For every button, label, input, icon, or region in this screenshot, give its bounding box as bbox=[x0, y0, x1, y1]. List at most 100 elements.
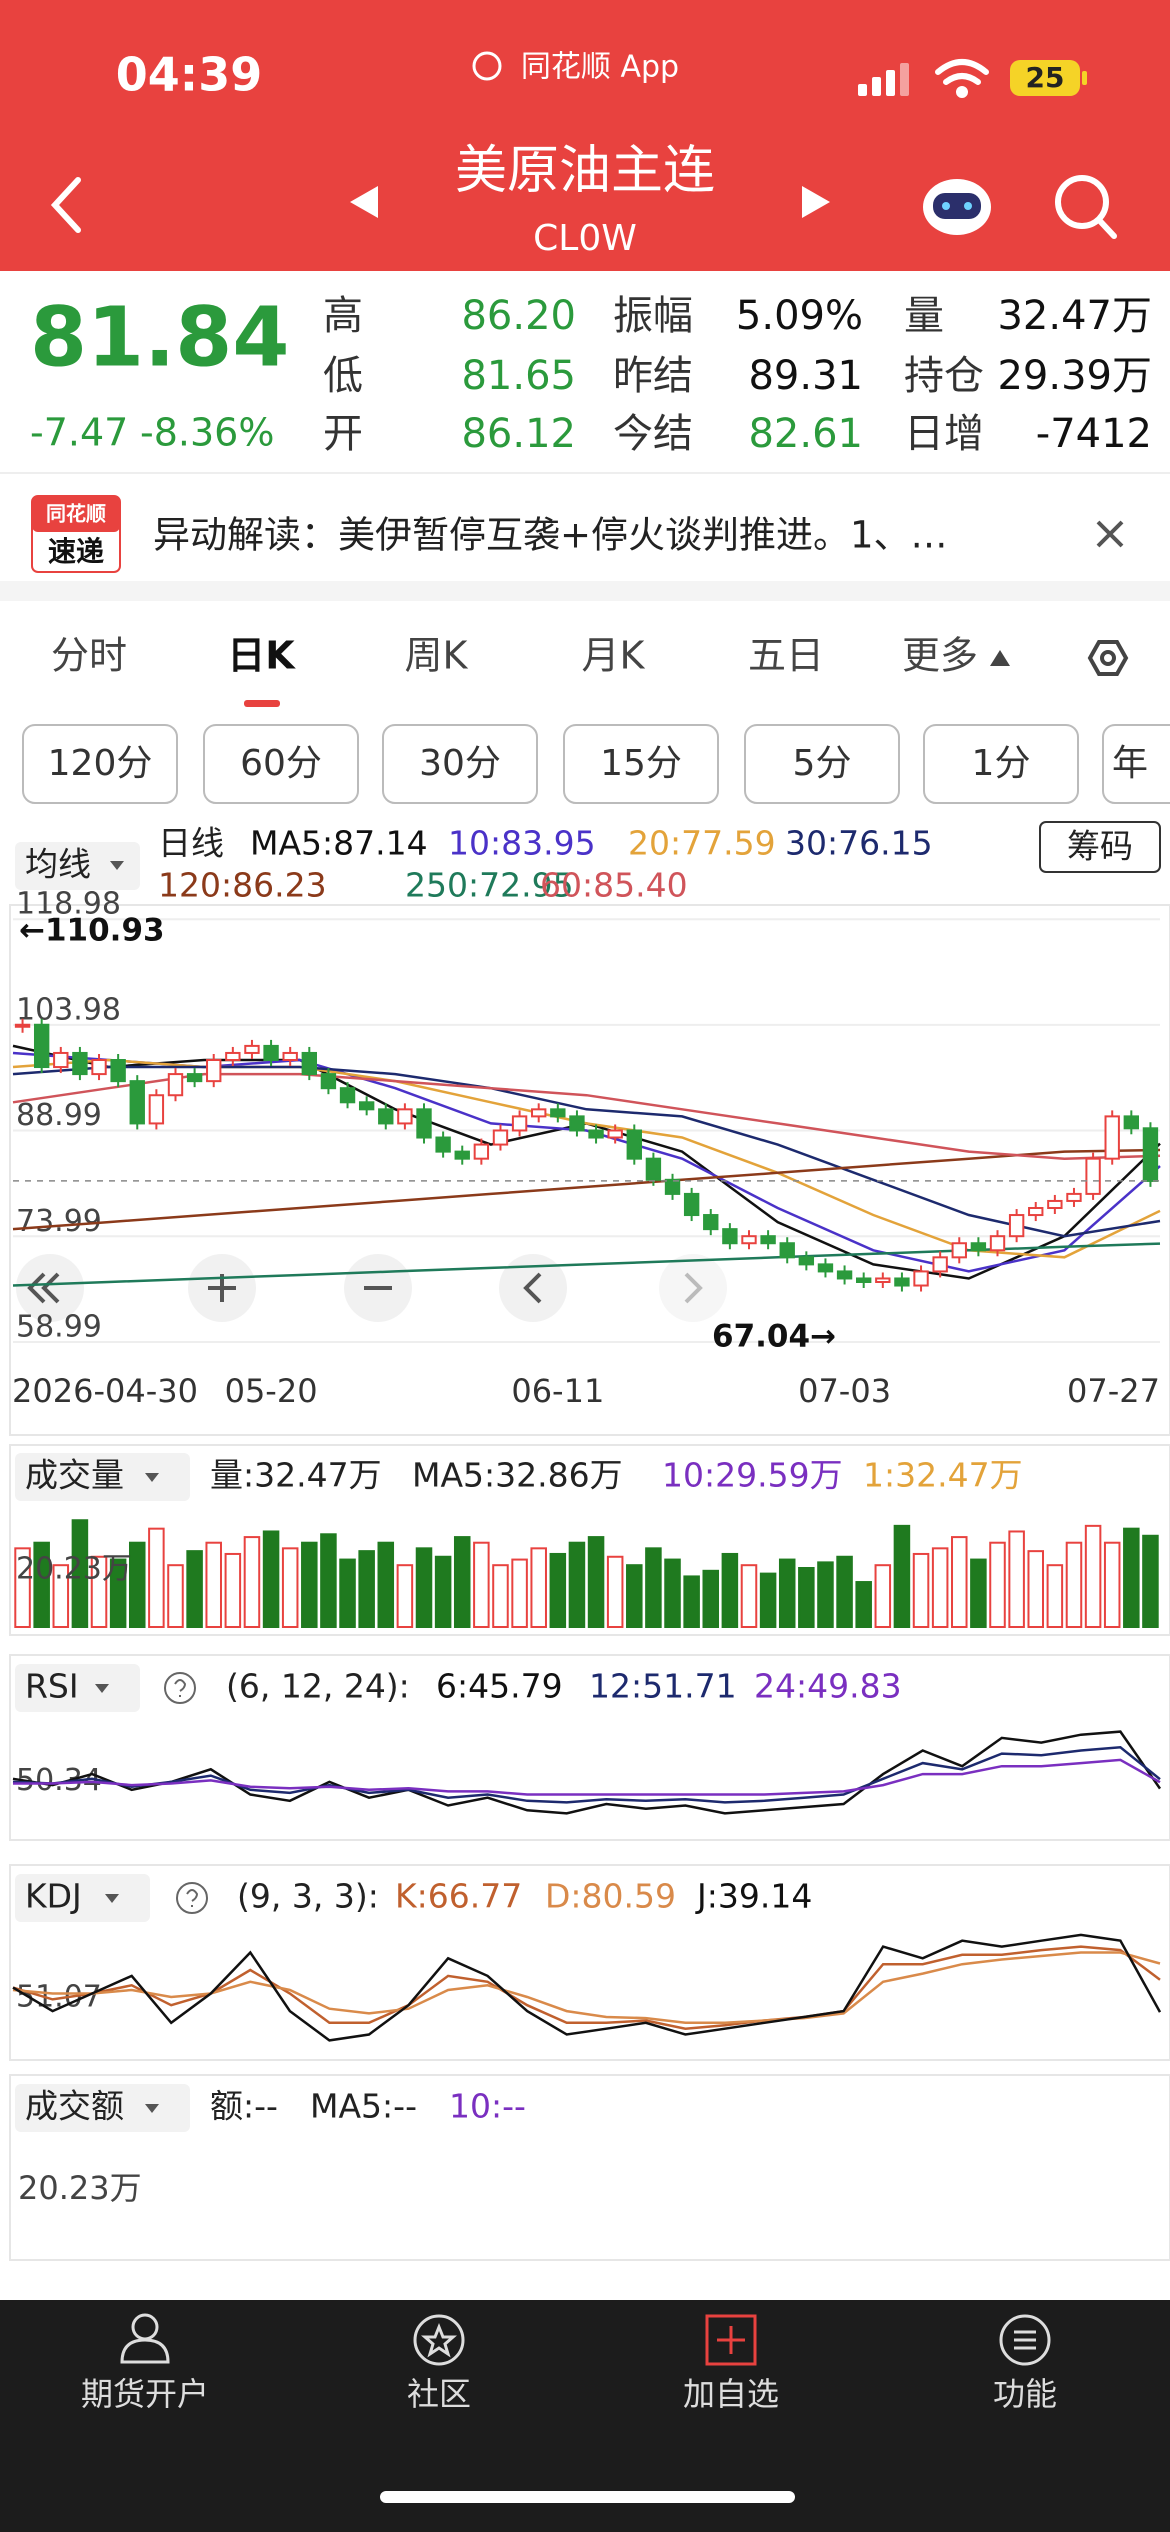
period-button[interactable] bbox=[382, 724, 538, 804]
panel-selector[interactable] bbox=[15, 1453, 190, 1501]
ma-selector[interactable] bbox=[15, 842, 140, 890]
volume-bar bbox=[473, 1541, 490, 1628]
volume-bar bbox=[587, 1536, 605, 1628]
tab[interactable]: 更多 bbox=[902, 634, 978, 678]
kdj-legend: D:80.59 bbox=[545, 1877, 676, 1916]
candle bbox=[301, 1051, 317, 1076]
candle bbox=[894, 1277, 910, 1287]
indicator-line bbox=[12, 1746, 1161, 1804]
indicator-line bbox=[13, 1758, 1161, 1796]
y-tick-label: 118.98 bbox=[16, 887, 121, 922]
candle bbox=[836, 1270, 853, 1280]
status-app: 同花顺 App bbox=[521, 50, 679, 85]
ma-legend: 10:83.95 bbox=[448, 824, 596, 863]
panel-selector[interactable] bbox=[15, 2084, 190, 2132]
prev-button[interactable] bbox=[350, 186, 378, 218]
period-button[interactable] bbox=[563, 724, 719, 804]
volume-bar bbox=[415, 1547, 433, 1629]
candle bbox=[263, 1044, 279, 1062]
candle bbox=[244, 1044, 260, 1054]
volume-bar bbox=[1008, 1530, 1025, 1629]
search-button[interactable] bbox=[1055, 175, 1117, 239]
news-close[interactable] bbox=[1096, 520, 1124, 548]
quote-value: 82.61 bbox=[748, 411, 863, 457]
dropdown-arrow bbox=[105, 1894, 119, 1903]
quote-label: 振幅 bbox=[613, 293, 693, 339]
candle bbox=[626, 1129, 642, 1160]
more-arrow bbox=[990, 650, 1010, 666]
quote-value: 89.31 bbox=[748, 353, 863, 399]
candle bbox=[1123, 1115, 1140, 1130]
candle bbox=[683, 1192, 700, 1217]
nav-label[interactable]: 功能 bbox=[993, 2375, 1057, 2413]
volume-bar bbox=[52, 1564, 70, 1628]
volume-legend: 10:29.59万 bbox=[662, 1456, 843, 1495]
period-button[interactable] bbox=[1102, 724, 1170, 804]
volume-bar bbox=[1103, 1541, 1121, 1628]
period-label: 年 bbox=[1112, 743, 1148, 784]
kdj-legend: J:39.14 bbox=[695, 1877, 812, 1916]
nav-icon-community bbox=[413, 2314, 465, 2366]
nav-icon-menu bbox=[999, 2314, 1051, 2366]
tab[interactable]: 周K bbox=[405, 634, 469, 678]
candle bbox=[492, 1129, 509, 1146]
period-button[interactable] bbox=[923, 724, 1079, 804]
volume-bar bbox=[874, 1564, 892, 1628]
quote-label: 日增 bbox=[904, 411, 984, 457]
candle bbox=[779, 1242, 795, 1259]
volume-bar bbox=[453, 1536, 471, 1628]
y-tick-label: 20.23万 bbox=[16, 1552, 132, 1587]
indicator-line bbox=[12, 1051, 1161, 1273]
nav-label[interactable]: 期货开户 bbox=[81, 2375, 209, 2413]
candle bbox=[1085, 1157, 1101, 1195]
tab[interactable]: 分时 bbox=[51, 634, 127, 678]
candle bbox=[435, 1136, 451, 1153]
chart-controls[interactable] bbox=[16, 1254, 727, 1322]
chip-button[interactable] bbox=[1039, 821, 1161, 873]
volume-bar bbox=[645, 1547, 662, 1629]
rsi-legend: 24:49.83 bbox=[754, 1667, 902, 1706]
volume-bar bbox=[109, 1558, 127, 1628]
candle bbox=[951, 1242, 967, 1259]
dropdown-arrow bbox=[110, 861, 124, 870]
indicator-line bbox=[12, 1945, 1161, 2030]
tab[interactable]: 五日 bbox=[748, 634, 824, 678]
candle bbox=[531, 1108, 547, 1118]
amount-y-label: 20.23万 bbox=[18, 2169, 142, 2207]
amount-legend: MA5:-- bbox=[310, 2087, 417, 2126]
tab[interactable]: 月K bbox=[582, 634, 646, 678]
period-button[interactable] bbox=[203, 724, 359, 804]
volume-bar bbox=[71, 1519, 89, 1628]
volume-panel bbox=[9, 1444, 1170, 1636]
candle bbox=[550, 1108, 566, 1118]
period-button[interactable] bbox=[22, 724, 178, 804]
settings-button[interactable] bbox=[1087, 640, 1129, 676]
candle bbox=[607, 1129, 623, 1139]
panel-selector[interactable] bbox=[15, 1874, 150, 1922]
back-button[interactable] bbox=[50, 177, 81, 233]
volume-bar bbox=[377, 1541, 395, 1628]
nav-label[interactable]: 加自选 bbox=[683, 2375, 779, 2413]
nav-label[interactable]: 社区 bbox=[407, 2375, 471, 2413]
next-button[interactable] bbox=[802, 186, 830, 218]
volume-bar bbox=[970, 1558, 987, 1628]
chip-button-label: 筹码 bbox=[1067, 827, 1133, 866]
panel-selector[interactable] bbox=[15, 1664, 140, 1712]
candle bbox=[569, 1115, 585, 1132]
volume-bar bbox=[511, 1558, 528, 1628]
status-time: 04:39 bbox=[116, 48, 262, 102]
candle bbox=[664, 1178, 681, 1195]
volume-bar bbox=[243, 1536, 261, 1628]
amount-legend: 额:-- bbox=[210, 2087, 278, 2126]
volume-bar bbox=[14, 1547, 31, 1629]
y-tick-label: 58.99 bbox=[16, 1309, 102, 1344]
quote-label: 开 bbox=[323, 411, 363, 457]
candle bbox=[167, 1073, 184, 1097]
ma-legend: 30:76.15 bbox=[785, 824, 933, 863]
period-button[interactable] bbox=[744, 724, 900, 804]
panel-selector-label: RSI bbox=[25, 1667, 79, 1706]
volume-bar bbox=[740, 1564, 758, 1628]
volume-bar bbox=[148, 1527, 165, 1628]
robot-button[interactable] bbox=[923, 179, 991, 235]
tab[interactable]: 日K bbox=[227, 634, 296, 678]
